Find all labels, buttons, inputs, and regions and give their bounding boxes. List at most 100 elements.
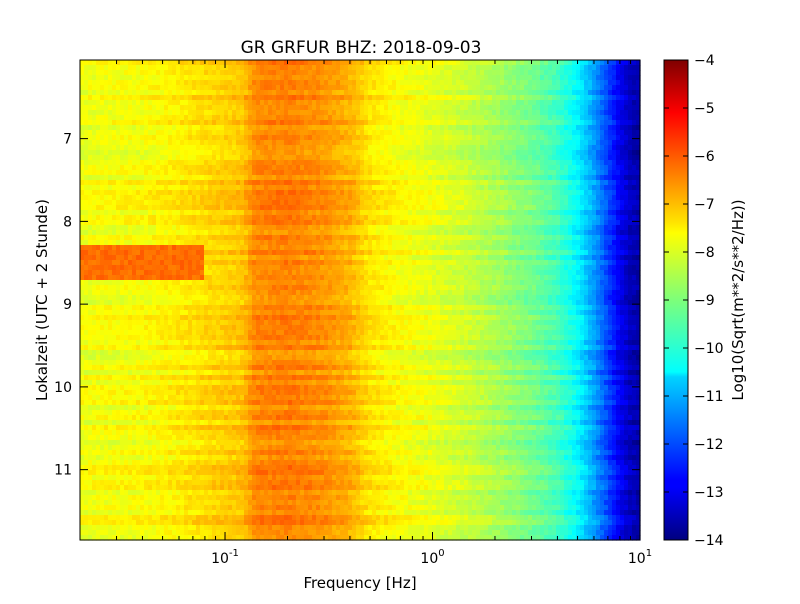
heatmap-cell [244,75,249,81]
heatmap-cell [260,215,265,221]
heatmap-cell [244,175,249,181]
heatmap-cell [236,70,241,76]
heatmap-cell [116,280,121,286]
heatmap-cell [116,105,121,111]
heatmap-cell [284,265,289,271]
heatmap-cell [236,130,241,136]
heatmap-cell [136,350,141,356]
heatmap-cell [164,165,169,171]
heatmap-cell [84,80,89,86]
heatmap-cell [172,185,177,191]
heatmap-cell [280,140,285,146]
heatmap-cell [140,520,145,526]
heatmap-cell [232,100,237,106]
heatmap-cell [220,240,225,246]
heatmap-cell [124,175,129,181]
heatmap-cell [232,285,237,291]
heatmap-cell [88,75,93,81]
heatmap-cell [176,450,181,456]
heatmap-cell [180,350,185,356]
heatmap-cell [136,455,141,461]
heatmap-cell [124,515,129,521]
heatmap-cell [224,420,229,426]
heatmap-cell [268,90,273,96]
heatmap-cell [184,135,189,141]
heatmap-cell [268,420,273,426]
heatmap-cell [108,485,113,491]
heatmap-cell [228,500,233,506]
heatmap-cell [280,435,285,441]
heatmap-cell [92,125,97,131]
heatmap-cell [164,215,169,221]
heatmap-cell [272,400,277,406]
heatmap-cell [188,135,193,141]
heatmap-cell [244,115,249,121]
heatmap-cell [132,105,137,111]
heatmap-cell [220,415,225,421]
heatmap-cell [88,80,93,86]
heatmap-cell [160,265,165,271]
heatmap-cell [256,100,261,106]
heatmap-cell [144,450,149,456]
heatmap-cell [108,420,113,426]
heatmap-cell [280,125,285,131]
heatmap-cell [116,150,121,156]
heatmap-cell [200,345,205,351]
heatmap-cell [156,415,161,421]
heatmap-cell [232,240,237,246]
heatmap-cell [148,165,153,171]
heatmap-cell [180,420,185,426]
heatmap-cell [276,455,281,461]
heatmap-cell [148,140,153,146]
heatmap-cell [200,440,205,446]
heatmap-cell [268,85,273,91]
heatmap-cell [212,310,217,316]
heatmap-cell [240,185,245,191]
heatmap-cell [160,95,165,101]
heatmap-cell [260,400,265,406]
heatmap-cell [120,155,125,161]
heatmap-cell [168,340,173,346]
heatmap-cell [220,520,225,526]
heatmap-cell [200,490,205,496]
heatmap-cell [148,240,153,246]
heatmap-cell [180,450,185,456]
heatmap-cell [200,150,205,156]
heatmap-cell [260,415,265,421]
heatmap-cell [224,315,229,321]
heatmap-cell [160,355,165,361]
heatmap-cell [176,300,181,306]
heatmap-cell [216,130,221,136]
heatmap-cell [136,145,141,151]
heatmap-cell [264,340,269,346]
heatmap-cell [192,150,197,156]
heatmap-cell [168,215,173,221]
heatmap-cell [260,520,265,526]
heatmap-cell [160,365,165,371]
heatmap-cell [112,450,117,456]
heatmap-cell [192,120,197,126]
heatmap-cell [184,495,189,501]
heatmap-cell [144,340,149,346]
heatmap-cell [148,220,153,226]
heatmap-cell [216,220,221,226]
heatmap-cell [164,185,169,191]
heatmap-cell [116,170,121,176]
heatmap-cell [100,430,105,436]
heatmap-cell [252,285,257,291]
heatmap-cell [80,70,85,76]
heatmap-cell [120,85,125,91]
heatmap-cell [172,440,177,446]
heatmap-cell [96,325,101,331]
heatmap-cell [156,525,161,531]
heatmap-cell [248,295,253,301]
heatmap-cell [100,110,105,116]
heatmap-cell [160,240,165,246]
heatmap-cell [284,450,289,456]
heatmap-cell [224,380,229,386]
heatmap-cell [172,115,177,121]
heatmap-cell [284,330,289,336]
heatmap-cell [172,425,177,431]
heatmap-cell [252,145,257,151]
heatmap-cell [80,230,85,236]
